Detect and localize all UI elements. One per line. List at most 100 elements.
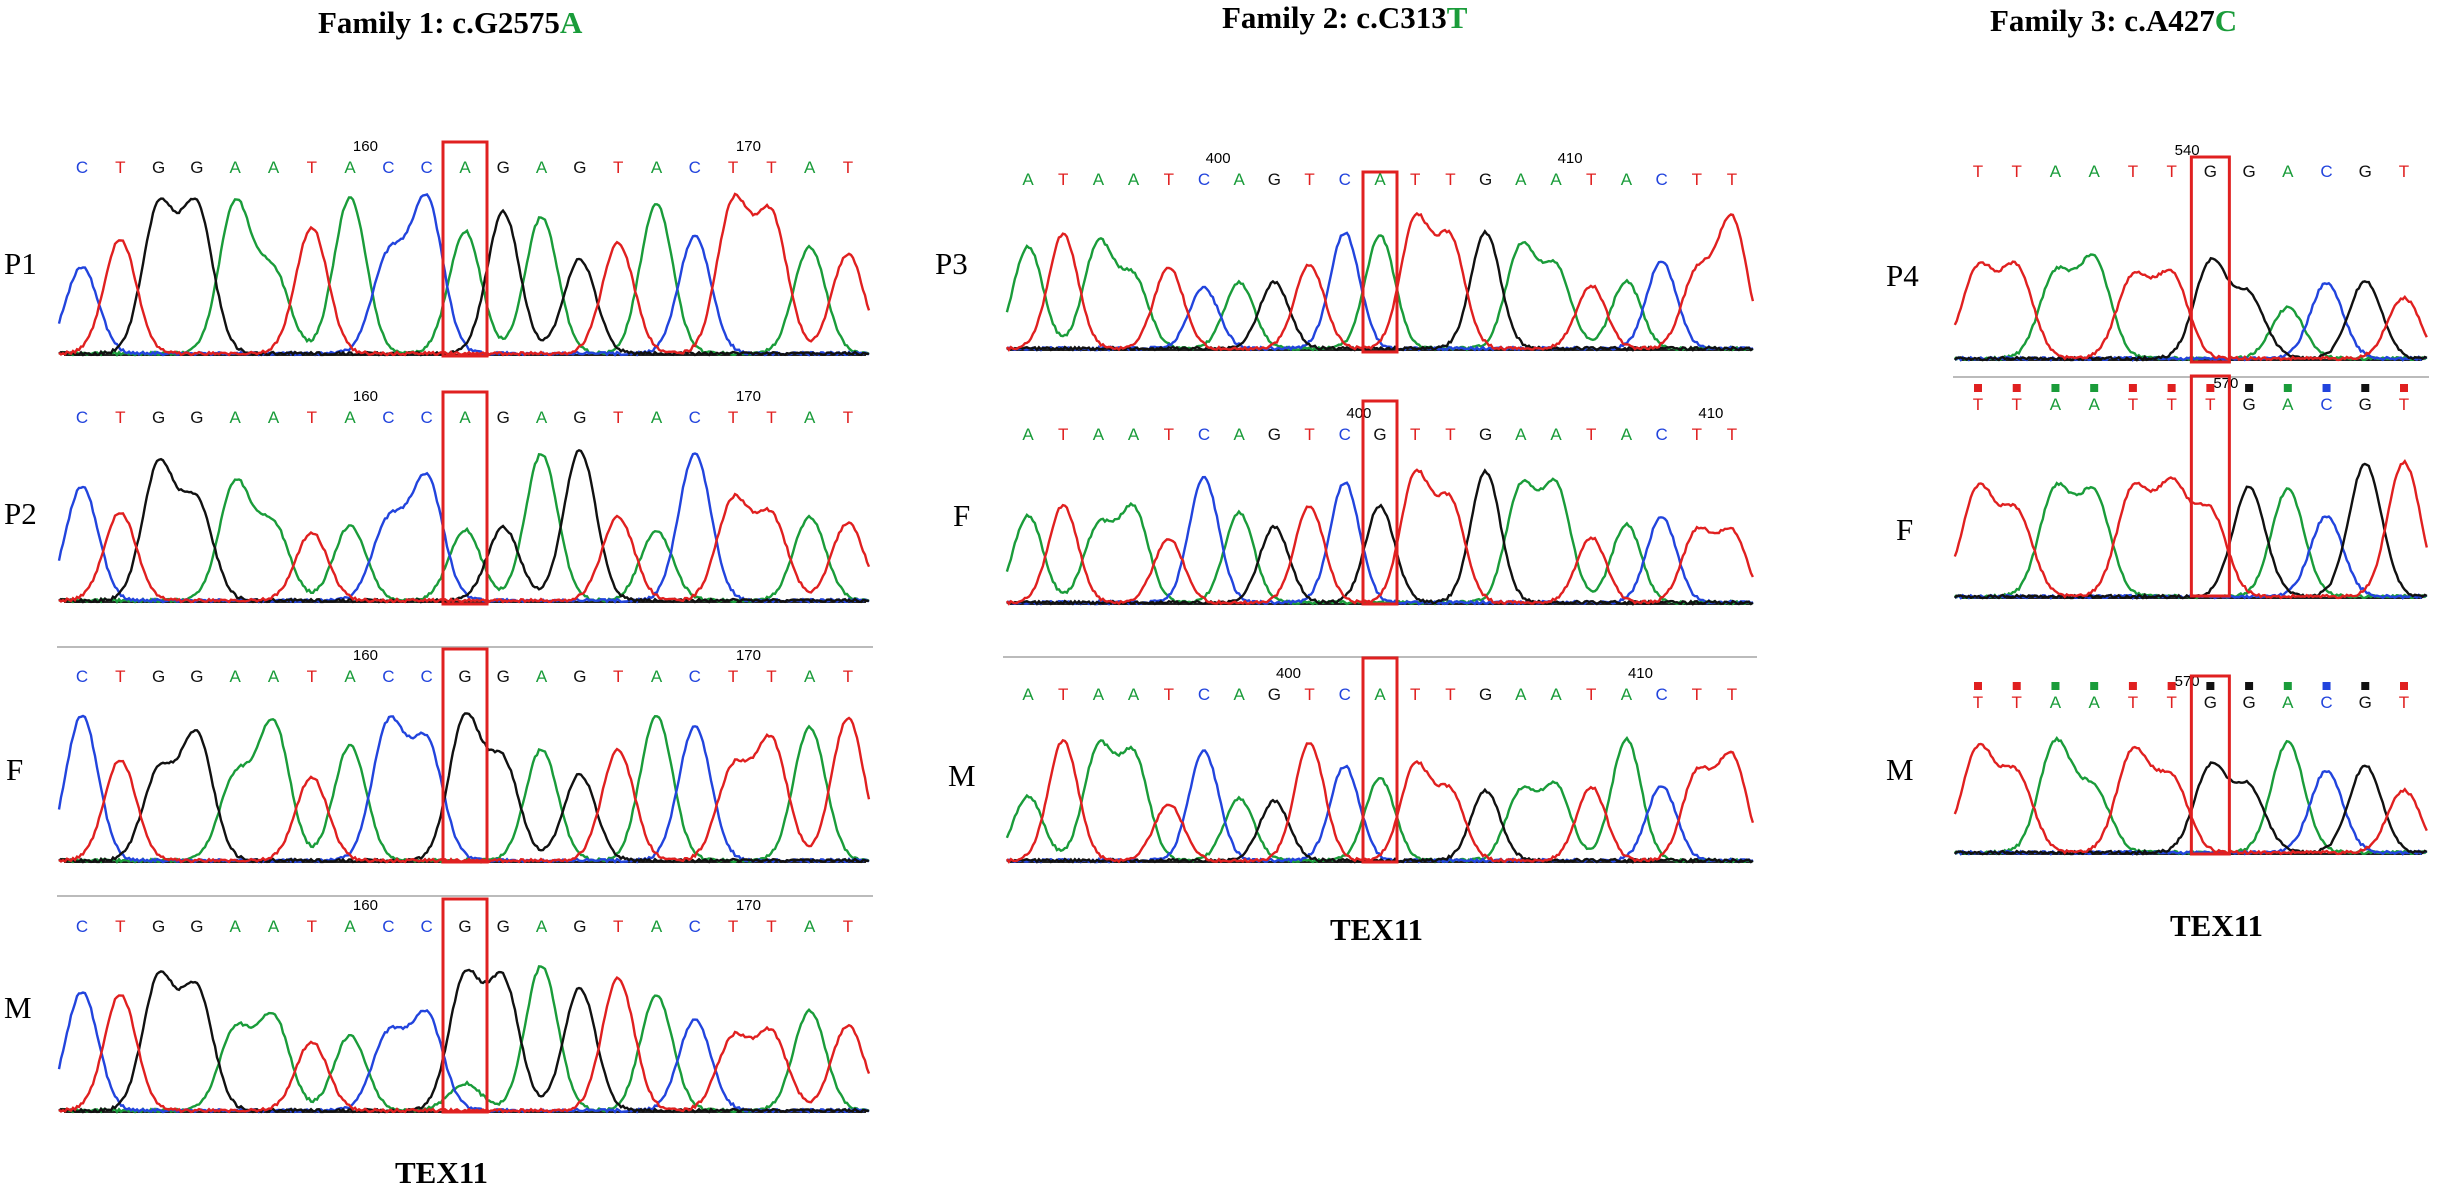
family-3-track-3-label: M xyxy=(1886,752,1914,787)
base-call-g: G xyxy=(573,158,586,177)
trace-t-line xyxy=(58,192,871,357)
base-call-g: G xyxy=(1268,425,1281,444)
base-call-g: G xyxy=(1479,170,1492,189)
family-2-track-3-label: M xyxy=(948,758,976,793)
base-call-g: G xyxy=(497,408,510,427)
base-call-t: T xyxy=(1164,170,1174,189)
base-call-c: C xyxy=(421,667,433,686)
base-call-t: T xyxy=(1727,170,1737,189)
mutation-highlight-box xyxy=(2189,674,2231,856)
base-call-g: G xyxy=(2242,693,2255,712)
position-label: 410 xyxy=(1698,405,1723,422)
base-quality-square xyxy=(2090,682,2099,690)
base-call-g: G xyxy=(458,667,471,686)
base-quality-square xyxy=(2090,384,2099,392)
family-2-title: Family 2: c.C313T xyxy=(1222,0,1467,36)
trace-a-line xyxy=(1005,477,1754,606)
base-call-a: A xyxy=(268,917,280,936)
base-call-g: G xyxy=(190,667,203,686)
position-label: 160 xyxy=(353,138,378,155)
base-call-a: A xyxy=(1128,170,1140,189)
base-call-t: T xyxy=(766,917,776,936)
base-call-a: A xyxy=(2089,162,2101,181)
family-3-title-prefix: Family 3: c.A427 xyxy=(1990,3,2215,38)
base-call-t: T xyxy=(2166,162,2176,181)
base-call-g: G xyxy=(1268,170,1281,189)
position-label: 540 xyxy=(2175,142,2200,159)
base-call-a: A xyxy=(804,158,816,177)
base-call-g: G xyxy=(2359,693,2372,712)
base-call-a: A xyxy=(536,408,548,427)
base-call-t: T xyxy=(307,667,317,686)
base-call-t: T xyxy=(728,917,738,936)
base-quality-square xyxy=(1974,682,1982,690)
trace-g-line xyxy=(1006,229,1754,352)
mutation-highlight-box xyxy=(1361,170,1399,354)
base-call-g: G xyxy=(190,158,203,177)
base-call-a: A xyxy=(459,408,471,427)
base-call-t: T xyxy=(1692,170,1702,189)
base-call-t: T xyxy=(766,158,776,177)
family-3-title-alt: C xyxy=(2214,3,2238,38)
base-call-a: A xyxy=(230,667,242,686)
base-call-a: A xyxy=(1550,170,1562,189)
base-call-c: C xyxy=(421,917,433,936)
base-call-a: A xyxy=(1550,425,1562,444)
base-call-a: A xyxy=(536,667,548,686)
base-call-t: T xyxy=(2205,395,2215,414)
base-call-t: T xyxy=(1692,685,1702,704)
base-call-t: T xyxy=(2012,395,2022,414)
base-call-t: T xyxy=(1973,395,1983,414)
base-call-t: T xyxy=(1586,685,1596,704)
base-call-t: T xyxy=(843,408,853,427)
base-call-c: C xyxy=(1198,685,1210,704)
base-call-a: A xyxy=(344,667,356,686)
position-label: 170 xyxy=(736,897,761,914)
base-call-t: T xyxy=(728,408,738,427)
family-1-title: Family 1: c.G2575A xyxy=(318,5,582,41)
base-quality-square xyxy=(2206,384,2215,392)
base-call-t: T xyxy=(1973,162,1983,181)
base-quality-square xyxy=(2128,384,2137,392)
base-call-g: G xyxy=(497,917,510,936)
base-call-a: A xyxy=(1234,425,1246,444)
position-label: 400 xyxy=(1206,150,1231,167)
family-2-track-2-label: F xyxy=(953,498,971,533)
position-label: 400 xyxy=(1276,665,1301,682)
base-quality-square xyxy=(2400,682,2408,690)
family-1-track-2-label: P2 xyxy=(4,496,37,531)
base-call-t: T xyxy=(307,408,317,427)
base-call-g: G xyxy=(497,667,510,686)
base-call-t: T xyxy=(1692,425,1702,444)
trace-g-line xyxy=(58,968,870,1114)
base-quality-square xyxy=(2051,384,2060,392)
position-label: 160 xyxy=(353,897,378,914)
base-call-c: C xyxy=(382,158,394,177)
position-label: 410 xyxy=(1558,150,1583,167)
base-call-a: A xyxy=(1093,170,1105,189)
base-call-c: C xyxy=(76,667,88,686)
family-3-gene-label: TEX11 xyxy=(2170,908,2264,943)
base-call-c: C xyxy=(421,158,433,177)
trace-g-line xyxy=(58,712,870,864)
base-call-c: C xyxy=(1655,685,1667,704)
mutation-highlight-box xyxy=(441,390,489,606)
base-call-c: C xyxy=(421,408,433,427)
base-call-a: A xyxy=(230,408,242,427)
base-call-t: T xyxy=(843,917,853,936)
base-call-t: T xyxy=(613,408,623,427)
base-call-c: C xyxy=(382,408,394,427)
base-call-a: A xyxy=(1515,425,1527,444)
mutation-highlight-box xyxy=(441,897,489,1114)
family-1-title-prefix: Family 1: c.G2575 xyxy=(318,5,560,40)
base-call-a: A xyxy=(1093,425,1105,444)
mutation-highlight-box xyxy=(2189,155,2231,364)
position-label: 170 xyxy=(736,388,761,405)
base-call-g: G xyxy=(2242,162,2255,181)
base-call-t: T xyxy=(2399,395,2409,414)
family-2-gene-label: TEX11 xyxy=(1330,912,1424,947)
base-call-a: A xyxy=(344,408,356,427)
